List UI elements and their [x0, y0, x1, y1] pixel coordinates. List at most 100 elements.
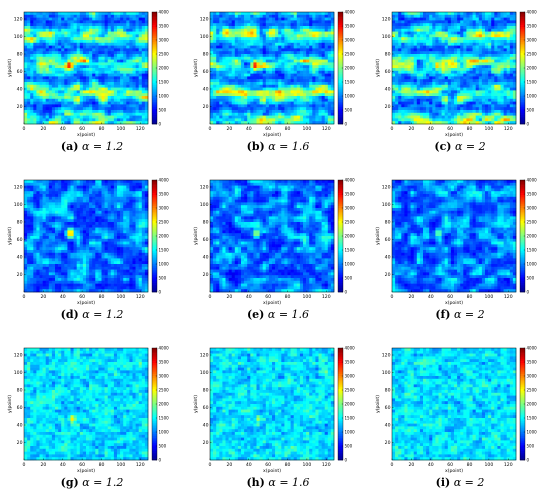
heatmap-cell	[429, 18, 432, 21]
heatmap-cell	[244, 51, 247, 54]
heatmap-cell	[216, 60, 219, 63]
heatmap-cell	[445, 51, 448, 54]
heatmap-cell	[120, 48, 123, 51]
alpha-label: α = 1.2	[82, 140, 123, 153]
heatmap-cell	[83, 43, 86, 46]
heatmap-cell	[408, 90, 411, 93]
heatmap-cell	[27, 99, 30, 102]
heatmap-cell	[284, 62, 287, 65]
heatmap-cell	[491, 48, 494, 51]
heatmap-cell	[238, 26, 241, 29]
heatmap-cell	[229, 116, 232, 119]
heatmap-cell	[142, 99, 145, 102]
heatmap-cell	[312, 40, 315, 43]
heatmap-cell	[423, 110, 426, 113]
heatmap-cell	[46, 46, 49, 49]
heatmap-cell	[123, 88, 126, 91]
heatmap-cell	[315, 54, 318, 57]
heatmap-cell	[297, 107, 300, 110]
heatmap-cell	[315, 46, 318, 49]
heatmap-cell	[123, 116, 126, 119]
heatmap-cell	[288, 113, 291, 116]
heatmap-cell	[43, 60, 46, 63]
heatmap-cell	[429, 15, 432, 18]
heatmap-cell	[43, 93, 46, 96]
heatmap-cell	[275, 18, 278, 21]
heatmap-cell	[250, 93, 253, 96]
heatmap-cell	[33, 54, 36, 57]
heatmap-cell	[451, 12, 454, 15]
heatmap-cell	[98, 110, 101, 113]
heatmap-cell	[328, 40, 331, 43]
heatmap-cell	[451, 32, 454, 35]
heatmap-cell	[108, 116, 111, 119]
heatmap-cell	[275, 40, 278, 43]
heatmap-cell	[288, 93, 291, 96]
heatmap-cell	[404, 79, 407, 82]
heatmap-cell	[507, 12, 510, 15]
heatmap-cell	[83, 90, 86, 93]
heatmap-cell	[247, 79, 250, 82]
heatmap-cell	[229, 57, 232, 60]
heatmap-cell	[52, 29, 55, 32]
heatmap-cell	[43, 18, 46, 21]
heatmap-cell	[36, 32, 39, 35]
heatmap-cell	[395, 102, 398, 105]
heatmap-cell	[272, 113, 275, 116]
heatmap-cell	[114, 118, 117, 121]
heatmap-cell	[269, 90, 272, 93]
heatmap-cell	[126, 23, 129, 26]
heatmap-cell	[244, 116, 247, 119]
heatmap-cell	[284, 20, 287, 23]
heatmap-cell	[328, 76, 331, 79]
heatmap-cell	[435, 110, 438, 113]
heatmap-cell	[460, 26, 463, 29]
colorbar-segment	[152, 46, 157, 48]
heatmap-cell	[40, 116, 43, 119]
heatmap-cell	[488, 76, 491, 79]
heatmap-cell	[284, 34, 287, 37]
heatmap-cell	[420, 26, 423, 29]
heatmap-cell	[300, 46, 303, 49]
heatmap-cell	[257, 51, 260, 54]
heatmap-cell	[466, 118, 469, 121]
heatmap-cell	[129, 18, 132, 21]
heatmap-cell	[46, 118, 49, 121]
heatmap-cell	[105, 51, 108, 54]
heatmap-cell	[74, 76, 77, 79]
heatmap-cell	[325, 20, 328, 23]
heatmap-cell	[136, 118, 139, 121]
heatmap-cell	[278, 32, 281, 35]
heatmap-cell	[423, 102, 426, 105]
heatmap-cell	[142, 29, 145, 32]
heatmap-cell	[142, 71, 145, 74]
heatmap-cell	[247, 51, 250, 54]
colorbar-tick-label: 3500	[345, 24, 356, 29]
colorbar-segment	[338, 83, 343, 85]
heatmap-cell	[111, 99, 114, 102]
heatmap-cell	[61, 99, 64, 102]
heatmap-cell	[263, 18, 266, 21]
heatmap-cell	[417, 99, 420, 102]
heatmap-cell	[275, 113, 278, 116]
heatmap-cell	[275, 34, 278, 37]
heatmap-cell	[263, 104, 266, 107]
heatmap-cell	[142, 40, 145, 43]
heatmap-cell	[67, 43, 70, 46]
heatmap-cell	[89, 79, 92, 82]
heatmap-cell	[420, 60, 423, 63]
heatmap-cell	[120, 113, 123, 116]
heatmap-cell	[392, 32, 395, 35]
heatmap-cell	[448, 62, 451, 65]
heatmap-cell	[408, 110, 411, 113]
heatmap-cell	[89, 104, 92, 107]
heatmap-cell	[417, 93, 420, 96]
heatmap-cell	[435, 57, 438, 60]
heatmap-cell	[460, 54, 463, 57]
heatmap-cell	[95, 46, 98, 49]
heatmap-cell	[238, 82, 241, 85]
heatmap-cell	[460, 60, 463, 63]
heatmap-cell	[77, 68, 80, 71]
heatmap-cell	[43, 96, 46, 99]
heatmap-cell	[247, 96, 250, 99]
